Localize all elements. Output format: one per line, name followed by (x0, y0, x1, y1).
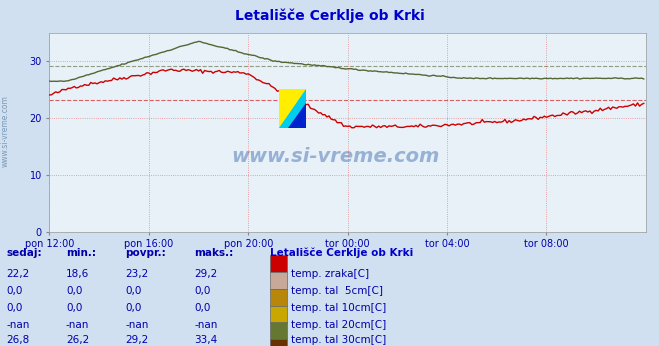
Text: temp. tal 30cm[C]: temp. tal 30cm[C] (291, 336, 387, 345)
Text: 0,0: 0,0 (125, 303, 142, 313)
Text: 0,0: 0,0 (7, 286, 23, 296)
Text: min.:: min.: (66, 248, 96, 258)
Text: -nan: -nan (66, 320, 89, 330)
Bar (270, 255, 287, 272)
Polygon shape (289, 102, 306, 128)
Text: 0,0: 0,0 (194, 286, 211, 296)
Text: 29,2: 29,2 (194, 269, 217, 279)
Text: temp. zraka[C]: temp. zraka[C] (291, 269, 370, 279)
Text: 26,8: 26,8 (7, 336, 30, 345)
Text: sedaj:: sedaj: (7, 248, 42, 258)
Text: 0,0: 0,0 (125, 286, 142, 296)
Text: temp. tal 20cm[C]: temp. tal 20cm[C] (291, 320, 387, 330)
Text: 22,2: 22,2 (7, 269, 30, 279)
Text: 26,2: 26,2 (66, 336, 89, 345)
Text: 0,0: 0,0 (194, 303, 211, 313)
Bar (270, 339, 287, 346)
Text: 23,2: 23,2 (125, 269, 148, 279)
Text: 18,6: 18,6 (66, 269, 89, 279)
Text: 33,4: 33,4 (194, 336, 217, 345)
Bar (270, 272, 287, 289)
Text: www.si-vreme.com: www.si-vreme.com (1, 95, 10, 167)
Text: -nan: -nan (125, 320, 148, 330)
Bar (270, 322, 287, 339)
Text: -nan: -nan (7, 320, 30, 330)
Text: www.si-vreme.com: www.si-vreme.com (231, 147, 440, 166)
Text: povpr.:: povpr.: (125, 248, 166, 258)
Text: maks.:: maks.: (194, 248, 234, 258)
Bar (270, 306, 287, 323)
Text: 0,0: 0,0 (7, 303, 23, 313)
Text: 0,0: 0,0 (66, 286, 82, 296)
Text: temp. tal 10cm[C]: temp. tal 10cm[C] (291, 303, 387, 313)
Bar (270, 289, 287, 306)
Polygon shape (279, 89, 306, 128)
Text: temp. tal  5cm[C]: temp. tal 5cm[C] (291, 286, 384, 296)
Text: 29,2: 29,2 (125, 336, 148, 345)
Text: -nan: -nan (194, 320, 217, 330)
Polygon shape (279, 89, 306, 128)
Text: Letališče Cerklje ob Krki: Letališče Cerklje ob Krki (235, 9, 424, 23)
Text: Letališče Cerklje ob Krki: Letališče Cerklje ob Krki (270, 248, 413, 258)
Text: 0,0: 0,0 (66, 303, 82, 313)
